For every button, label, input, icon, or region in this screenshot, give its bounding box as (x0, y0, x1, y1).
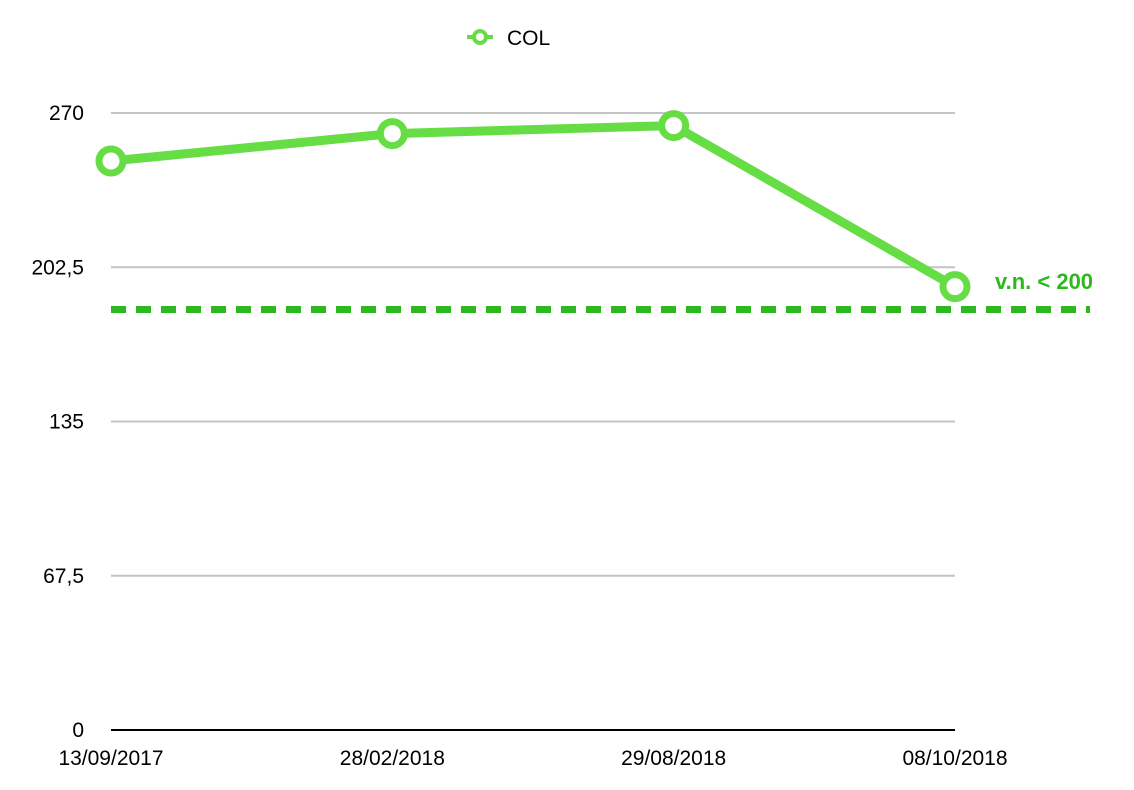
legend-label-col: COL (507, 27, 550, 50)
legend-marker-circle (472, 29, 488, 45)
legend-marker-col (467, 29, 493, 45)
series-line (106, 121, 960, 292)
x-axis-ticks: 13/09/2017 28/02/2018 29/08/2018 08/10/2018 (58, 747, 1007, 770)
x-tick-label: 08/10/2018 (902, 747, 1007, 770)
gridlines (111, 112, 955, 577)
y-tick-label: 270 (49, 102, 84, 125)
data-point (376, 118, 408, 150)
reference-line-group: v.n. < 200 (111, 269, 1093, 314)
legend: COL (467, 27, 550, 50)
y-tick-label: 0 (72, 719, 84, 742)
y-tick-label: 67,5 (43, 565, 84, 588)
data-point (95, 145, 127, 177)
data-point (658, 110, 690, 142)
data-point (939, 271, 971, 303)
y-axis-ticks: 0 67,5 135 202,5 270 (31, 102, 84, 742)
x-tick-label: 29/08/2018 (621, 747, 726, 770)
y-tick-label: 202,5 (31, 256, 84, 279)
x-tick-label: 13/09/2017 (58, 747, 163, 770)
series-col (95, 110, 971, 303)
y-tick-label: 135 (49, 411, 84, 434)
x-tick-label: 28/02/2018 (340, 747, 445, 770)
reference-line-label: v.n. < 200 (995, 269, 1093, 294)
